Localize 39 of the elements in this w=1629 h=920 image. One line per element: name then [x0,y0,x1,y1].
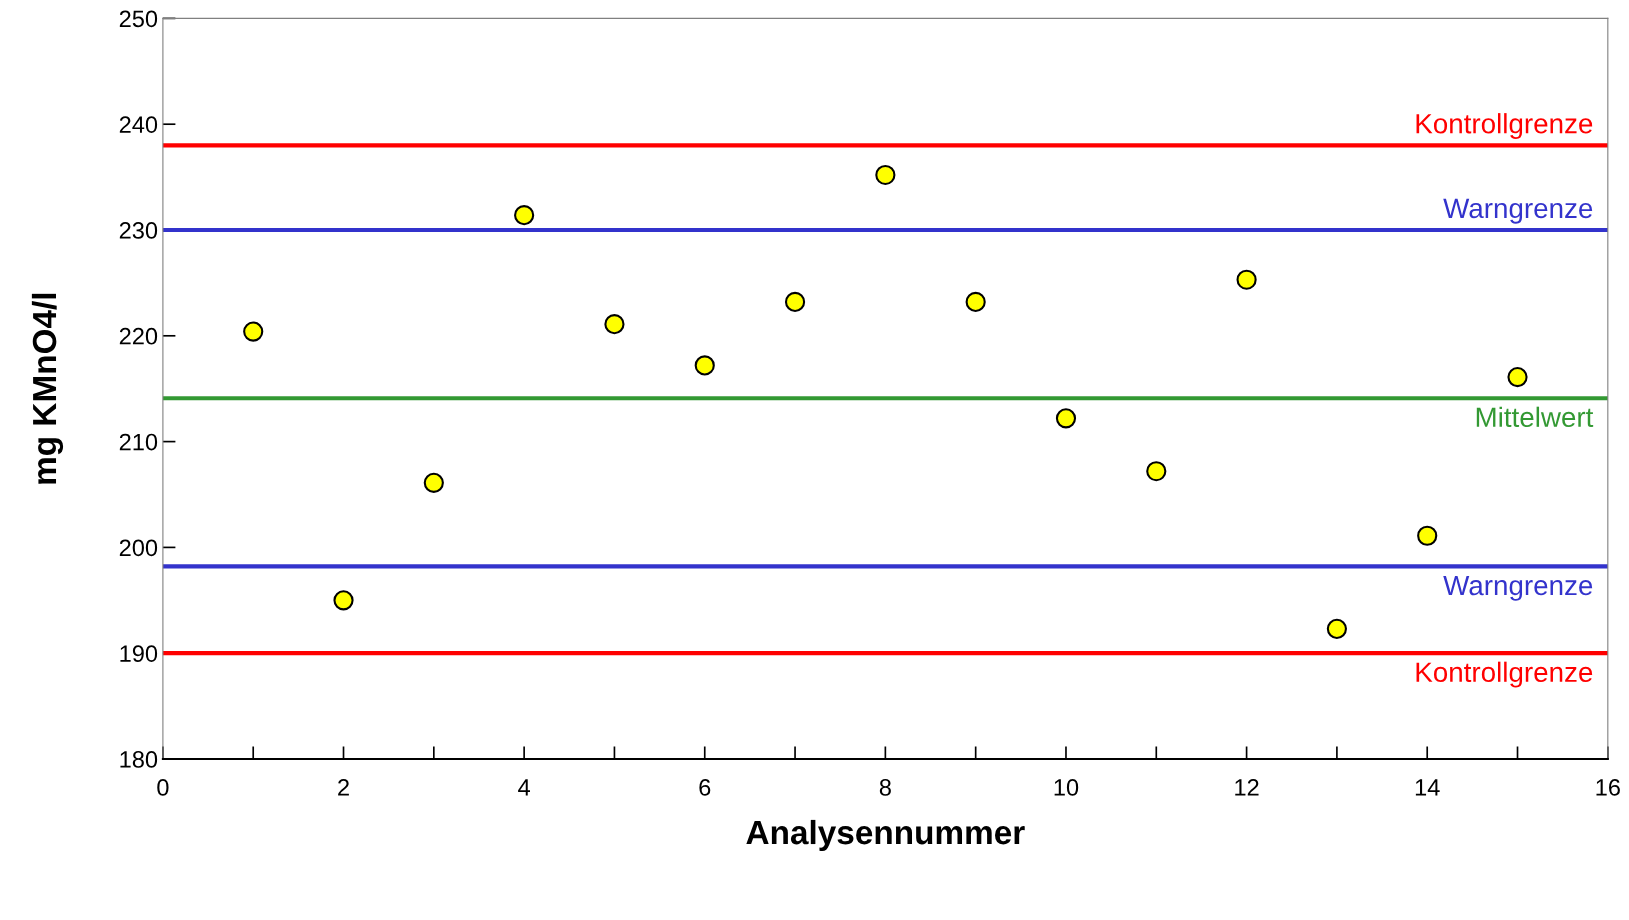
x-tick-label: 2 [338,779,349,796]
y-axis-title: mg KMnO4/l [31,293,64,484]
y-tick-label: 210 [119,433,158,451]
y-tick-label: 240 [119,116,158,133]
x-tick-label: 0 [157,779,169,796]
point [875,164,896,186]
point [784,291,806,313]
point [694,355,715,376]
point [333,590,354,611]
point [1507,366,1528,388]
point [243,321,264,342]
point [1236,269,1257,290]
ref-line-label: Warngrenze [1443,198,1593,224]
x-tick-label: 14 [1415,779,1440,796]
point [1146,461,1167,482]
x-tick-label: 12 [1235,779,1259,796]
y-tick-label: 200 [119,539,158,557]
ref-line-label: Kontrollgrenze [1416,113,1593,140]
point [1417,525,1438,546]
x-axis-title: Analysennummer [746,819,1025,851]
x-tick-label: 10 [1054,779,1079,796]
point [1055,408,1077,429]
ref-line-label: Kontrollgrenze [1416,661,1593,688]
ref-line-label: Mittelwert [1476,406,1594,428]
point [604,314,625,335]
y-tick-label: 230 [119,222,158,239]
x-tick-label: 4 [518,779,531,796]
y-tick-label: 190 [120,645,158,662]
point [514,205,535,226]
x-tick-label: 6 [699,779,711,796]
point [1326,618,1347,639]
point [965,291,986,313]
y-tick-label: 250 [119,10,158,28]
point [423,472,444,493]
x-tick-label: 16 [1596,779,1620,796]
ref-line-label: Warngrenze [1443,575,1593,601]
y-tick-label: 180 [120,751,158,768]
y-tick-label: 220 [119,327,158,345]
x-tick-label: 8 [879,779,891,796]
